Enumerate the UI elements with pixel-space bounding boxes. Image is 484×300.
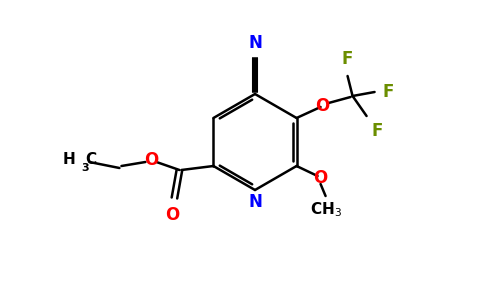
Text: C: C xyxy=(86,152,96,167)
Text: CH$_3$: CH$_3$ xyxy=(310,200,342,219)
Text: O: O xyxy=(314,169,328,187)
Text: O: O xyxy=(166,206,180,224)
Text: H: H xyxy=(63,152,76,167)
Text: 3: 3 xyxy=(81,163,89,173)
Text: N: N xyxy=(248,193,262,211)
Text: F: F xyxy=(342,50,353,68)
Text: F: F xyxy=(372,122,383,140)
Text: F: F xyxy=(382,83,394,101)
Text: N: N xyxy=(248,34,262,52)
Text: O: O xyxy=(144,151,159,169)
Text: O: O xyxy=(316,97,330,115)
